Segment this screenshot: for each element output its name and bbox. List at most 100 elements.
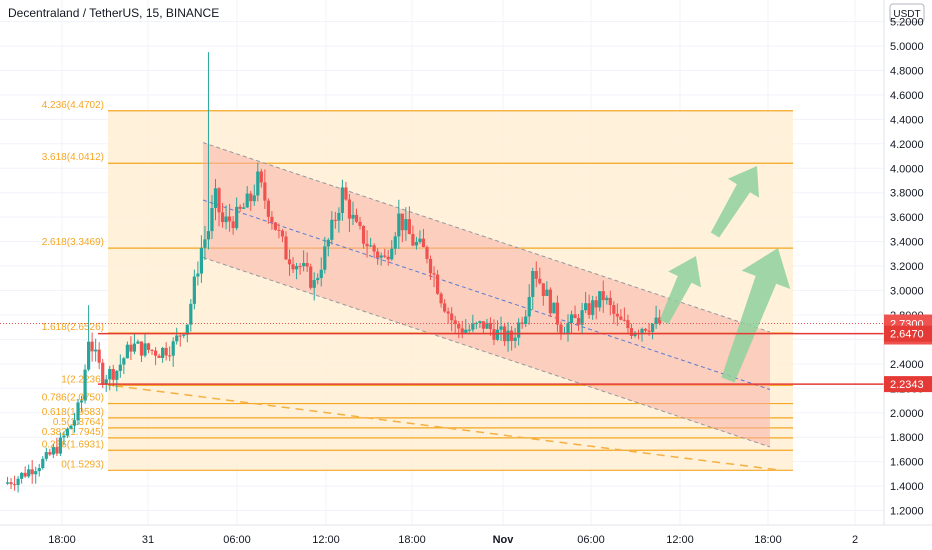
candle-body (125, 344, 129, 359)
candle-body (168, 355, 172, 357)
fib-level-label: 2.618(3.3469) (42, 237, 104, 248)
candle-body (464, 329, 468, 333)
time-tick-label: 2 (852, 534, 858, 546)
projection-arrows[interactable] (659, 166, 791, 383)
candle-body (545, 289, 549, 296)
candle-body (266, 200, 270, 217)
candle-body (87, 341, 91, 370)
projection-arrow[interactable] (721, 248, 791, 383)
candle-body (330, 219, 334, 240)
candle-body (435, 274, 440, 294)
time-tick-label: Nov (493, 534, 515, 546)
candle-body (552, 302, 556, 314)
candle-body (161, 347, 165, 358)
price-tick-label: 3.8000 (890, 188, 924, 200)
candle-body (30, 469, 34, 475)
line-price-badge (884, 376, 932, 393)
horizontal-lines[interactable] (98, 332, 884, 385)
time-tick-label: 06:00 (577, 534, 605, 546)
candle-body (400, 213, 404, 231)
candle-body (580, 310, 584, 325)
candle-body (439, 293, 443, 304)
projection-arrow[interactable] (659, 256, 702, 325)
price-tick-label: 2.0000 (890, 408, 924, 420)
candle-body (584, 303, 588, 311)
candle-body (259, 171, 263, 183)
candle-body (418, 238, 422, 243)
candle-body (213, 188, 218, 209)
candle-body (284, 236, 288, 260)
candle-body (245, 193, 249, 208)
candle-body (298, 266, 302, 268)
candle-body (280, 230, 285, 237)
candle-body (199, 247, 203, 274)
candle-body (471, 323, 475, 330)
candle-body (228, 216, 232, 222)
time-tick-label: 12:00 (666, 534, 694, 546)
candle-body (495, 329, 500, 340)
candle-body (541, 283, 545, 296)
candle-body (122, 358, 126, 365)
candle-body (309, 266, 313, 288)
candle-body (460, 328, 464, 333)
candle-body (51, 447, 55, 455)
candle-body (407, 219, 411, 235)
candle-body (340, 187, 344, 213)
fib-level-label: 0.236(1.6931) (42, 439, 104, 450)
fib-level-label: 4.236(4.4702) (42, 100, 104, 111)
candle-body (386, 256, 390, 260)
candle-body (605, 297, 609, 301)
candle-body (196, 273, 200, 277)
candle-body (376, 251, 380, 258)
fib-level-label: 3.618(4.0412) (42, 152, 104, 163)
candle-body (358, 221, 362, 226)
candle-body (217, 188, 221, 213)
axis-corner (886, 526, 932, 550)
candle-body (34, 471, 38, 475)
candle-body (531, 271, 535, 297)
channel-mid-line (202, 199, 771, 390)
candle-body (640, 328, 644, 334)
candle-body (9, 482, 13, 485)
candle-body (619, 316, 623, 320)
candle-body (654, 317, 658, 324)
candle-body (287, 259, 292, 265)
chart-title: Decentraland / TetherUS, 15, BINANCE (8, 6, 219, 20)
candle-body (323, 246, 327, 270)
fib-level-label: 0.618(1.9583) (42, 407, 104, 418)
candle-body (189, 303, 193, 325)
candle-body (450, 313, 454, 321)
candle-body (242, 207, 246, 209)
candle-body (594, 300, 598, 308)
candle-body (404, 219, 408, 231)
candle-body (118, 364, 122, 371)
candle-body (492, 329, 496, 340)
candle-body (203, 239, 207, 248)
price-tick-label: 1.8000 (890, 432, 924, 444)
candle-body (143, 343, 147, 356)
candle-body (457, 324, 461, 329)
currency-badge[interactable] (889, 3, 925, 23)
candle-body (379, 255, 383, 258)
price-tick-label: 4.8000 (890, 65, 924, 77)
candle-body (5, 482, 10, 484)
candle-body (517, 322, 521, 338)
candle-body (513, 337, 517, 341)
candle-body (344, 187, 348, 200)
candle-body (185, 324, 189, 335)
price-tick-label: 5.2000 (890, 17, 924, 29)
candle-body (238, 206, 242, 209)
projection-arrow[interactable] (710, 166, 760, 238)
candle-body (538, 278, 542, 284)
candle-body (20, 472, 24, 479)
candle-body (428, 258, 433, 274)
candle-body (658, 317, 662, 324)
candle-body (277, 229, 281, 231)
candle-body (16, 478, 20, 486)
candle-body (23, 472, 27, 477)
time-tick-label: 18:00 (48, 534, 76, 546)
currency-label: USDT (893, 9, 920, 20)
time-scale[interactable]: 18:00 31 06:00 12:00 18:00 Nov 06:00 12:00 18:00… (0, 524, 932, 550)
